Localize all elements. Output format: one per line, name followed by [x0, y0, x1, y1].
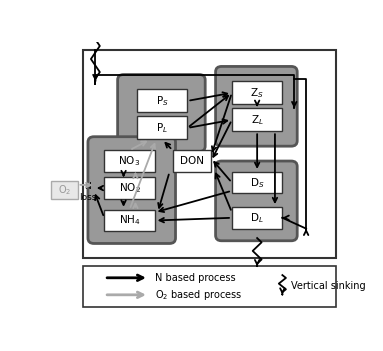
- FancyBboxPatch shape: [118, 74, 205, 152]
- Text: D$_S$: D$_S$: [250, 176, 264, 190]
- Bar: [83, 50, 336, 258]
- Text: N
loss: N loss: [79, 183, 97, 202]
- FancyBboxPatch shape: [216, 66, 297, 146]
- Text: DON: DON: [180, 156, 204, 166]
- Text: D$_L$: D$_L$: [250, 211, 264, 225]
- Text: P$_S$: P$_S$: [156, 94, 169, 108]
- Text: O$_2$ based process: O$_2$ based process: [155, 288, 242, 302]
- Text: N based process: N based process: [155, 273, 236, 283]
- Bar: [104, 210, 155, 231]
- Text: NH$_4$: NH$_4$: [119, 214, 140, 227]
- Text: NO$_2$: NO$_2$: [119, 181, 141, 195]
- Text: Vertical sinking: Vertical sinking: [291, 281, 366, 291]
- Text: NO$_3$: NO$_3$: [118, 154, 141, 168]
- Bar: [137, 117, 187, 139]
- Bar: [51, 181, 77, 199]
- Bar: [83, 266, 336, 307]
- Bar: [104, 150, 155, 172]
- FancyBboxPatch shape: [216, 161, 297, 241]
- Bar: [137, 90, 187, 112]
- Bar: [104, 177, 155, 199]
- Bar: [232, 108, 282, 131]
- Bar: [232, 207, 282, 229]
- Bar: [232, 81, 282, 104]
- Bar: [232, 172, 282, 193]
- Text: P$_L$: P$_L$: [156, 121, 168, 135]
- Bar: [172, 150, 211, 172]
- FancyBboxPatch shape: [88, 137, 175, 244]
- Text: Z$_S$: Z$_S$: [250, 86, 264, 100]
- Text: Z$_L$: Z$_L$: [251, 113, 264, 127]
- Text: O$_2$: O$_2$: [57, 183, 71, 197]
